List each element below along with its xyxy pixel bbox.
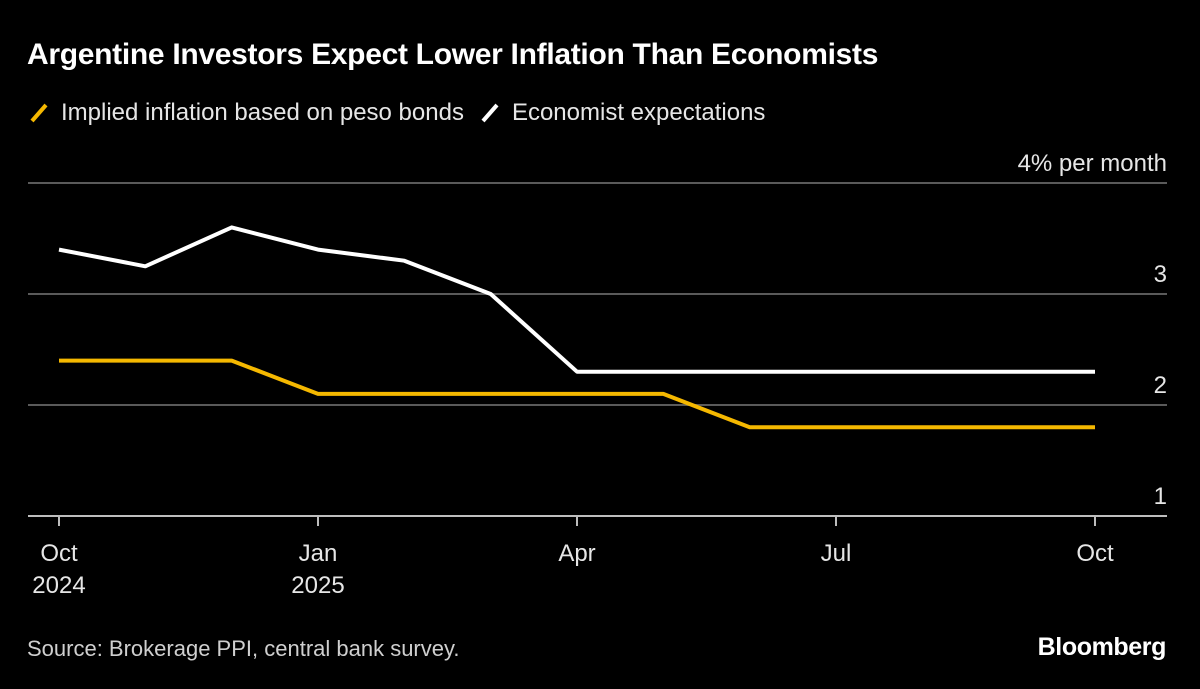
legend-label-implied-inflation: Implied inflation based on peso bonds: [61, 99, 464, 126]
chart-title: Argentine Investors Expect Lower Inflati…: [27, 38, 879, 71]
x-tick-label-0: Oct: [40, 540, 78, 567]
source-note: Source: Brokerage PPI, central bank surv…: [27, 636, 460, 661]
y-tick-label-2: 2: [1154, 372, 1167, 399]
x-tick-label-4: Oct: [1076, 540, 1114, 567]
x-tick-year-label-0: 2024: [32, 572, 85, 599]
x-tick-label-1: Jan: [299, 540, 338, 567]
legend-swatch-economist-expectations: [481, 103, 499, 123]
x-tick-label-2: Apr: [558, 540, 595, 567]
legend-item-implied-inflation: Implied inflation based on peso bonds: [27, 99, 464, 127]
x-tick-year-label-1: 2025: [291, 572, 344, 599]
legend-label-economist-expectations: Economist expectations: [511, 99, 766, 126]
x-tick-label-3: Jul: [821, 540, 852, 567]
y-tick-label-1: 1: [1154, 483, 1167, 510]
bloomberg-logo: Bloomberg: [1037, 633, 1167, 661]
series-line-economist-expectations: [58, 225, 1095, 374]
legend-item-economist-expectations: Economist expectations: [478, 99, 765, 127]
legend-swatch-implied-inflation: [30, 103, 48, 123]
series-line-implied-inflation: [59, 358, 1095, 430]
legend: Implied inflation based on peso bonds Ec…: [27, 96, 779, 130]
y-tick-label-3: 3: [1154, 261, 1167, 288]
y-tick-label-4: 4% per month: [1018, 150, 1167, 177]
